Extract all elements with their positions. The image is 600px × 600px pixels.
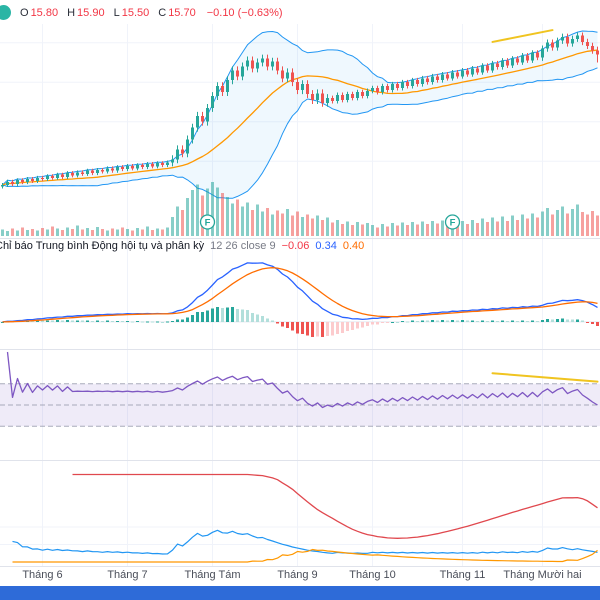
event-marker-F[interactable]: F: [444, 214, 461, 230]
macd-hist-value: −0.06: [281, 240, 310, 252]
high-label: H: [67, 6, 76, 19]
time-axis[interactable]: Tháng 6 Tháng 7 Tháng Tám Tháng 9 Tháng 10 Th…: [0, 569, 600, 585]
open-value: 15.80: [30, 6, 59, 19]
close-value: 15.70: [168, 6, 196, 19]
ohlc-legend: O 15.80 H 15.90 L 15.50 C 15.70 −0.10 (−0.63…: [0, 5, 283, 20]
axis-tick-label: Tháng 11: [439, 569, 486, 581]
macd-indicator-label[interactable]: Chỉ báo Trung bình Động hội tụ và phân k…: [0, 240, 364, 252]
svg-text:F: F: [205, 218, 211, 229]
macd-line-value: 0.34: [315, 240, 337, 252]
svg-text:F: F: [450, 218, 456, 229]
low-label: L: [113, 6, 120, 19]
trendline-annotation[interactable]: [491, 372, 599, 383]
axis-tick-label: Tháng 10: [349, 569, 396, 581]
high-value: 15.90: [77, 6, 105, 19]
change-value: −0.10 (−0.63%): [206, 6, 283, 19]
close-label: C: [158, 6, 167, 19]
axis-tick-label: Tháng 7: [107, 569, 148, 581]
axis-tick-label: Tháng 9: [277, 569, 318, 581]
axis-tick-label: Tháng Mười hai: [503, 569, 582, 581]
event-marker-F[interactable]: F: [199, 214, 216, 230]
taskbar[interactable]: [0, 586, 600, 600]
low-value: 15.50: [121, 6, 150, 19]
open-label: O: [20, 6, 29, 19]
macd-title: Chỉ báo Trung bình Động hội tụ và phân k…: [0, 240, 205, 252]
axis-tick-label: Tháng Tám: [184, 569, 241, 581]
logo-icon: [0, 5, 11, 20]
macd-signal-value: 0.40: [342, 240, 365, 252]
trendline-annotation[interactable]: [491, 29, 554, 43]
macd-params: 12 26 close 9: [210, 240, 276, 252]
axis-tick-label: Tháng 6: [22, 569, 63, 581]
